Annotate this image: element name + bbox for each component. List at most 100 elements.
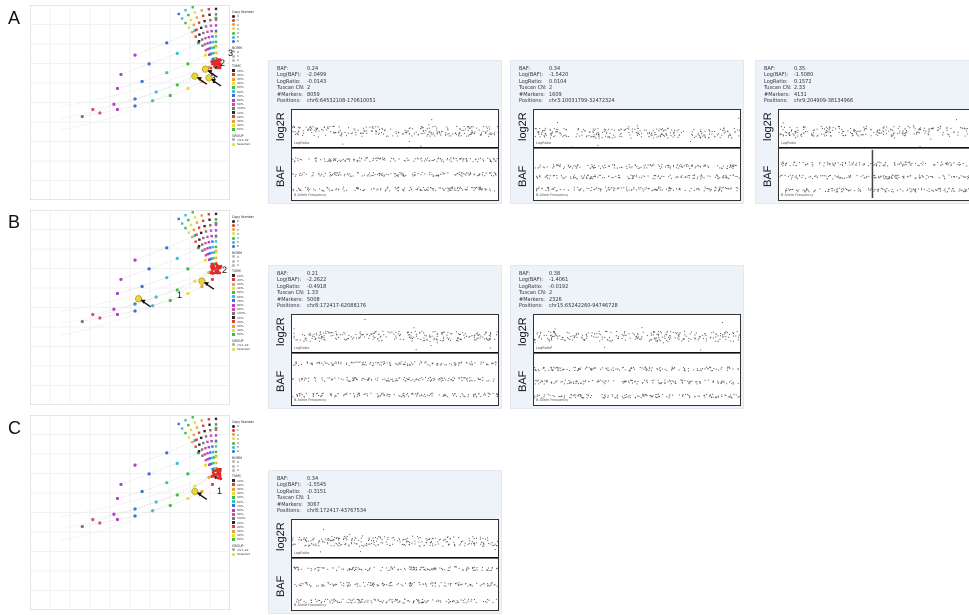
legend-item[interactable]: 2	[232, 263, 267, 267]
legend-item[interactable]: Selected	[232, 142, 267, 146]
baf-point	[340, 174, 341, 175]
baf-point	[951, 176, 952, 177]
log2r-point	[480, 537, 481, 538]
baf-point	[841, 191, 842, 192]
baf-point	[662, 164, 663, 165]
baf-point	[412, 174, 413, 175]
cn-info-key: Positions:	[519, 303, 549, 309]
baf-point	[427, 364, 428, 365]
fan-point	[208, 464, 210, 466]
log2r-point	[366, 543, 367, 544]
cn-point	[176, 52, 179, 55]
legend-item[interactable]: 6	[232, 39, 267, 43]
legend-item[interactable]: 6	[232, 449, 267, 453]
baf-point	[624, 382, 625, 383]
baf-point	[324, 567, 325, 568]
legend-item[interactable]: 50%	[232, 332, 267, 336]
baf-point	[796, 175, 797, 176]
log2r-point	[559, 335, 560, 336]
log2r-point	[440, 340, 441, 341]
log2r-point	[405, 539, 406, 540]
legend-item[interactable]: 50%	[232, 127, 267, 131]
baf-point	[965, 189, 966, 190]
log2r-point	[326, 129, 327, 130]
fan-point	[201, 38, 203, 40]
baf-point	[404, 364, 405, 365]
baf-point	[959, 178, 960, 179]
baf-point	[615, 176, 616, 177]
baf-point	[440, 379, 441, 380]
baf-point	[712, 381, 713, 382]
legend-swatch	[232, 86, 235, 89]
log2r-point	[839, 126, 840, 127]
log2r-point	[715, 341, 716, 342]
fan-point	[184, 214, 186, 216]
baf-point	[858, 188, 859, 189]
baf-point	[426, 160, 427, 161]
baf-point	[877, 189, 878, 190]
fan-point	[210, 229, 212, 231]
log2r-point	[733, 333, 734, 334]
log2r-point	[817, 135, 818, 136]
log2r-point	[663, 135, 664, 136]
log2r-point	[436, 130, 437, 131]
log2r-point	[654, 332, 655, 333]
baf-point	[396, 380, 397, 381]
log2r-point	[646, 130, 647, 131]
log2r-point	[464, 133, 465, 134]
log2r-point	[814, 129, 815, 130]
fan-point	[191, 236, 193, 238]
fan-point	[203, 225, 205, 227]
log2r-point	[866, 128, 867, 129]
baf-point	[296, 361, 297, 362]
baf-point	[321, 377, 322, 378]
baf-point	[474, 380, 475, 381]
log2r-point	[578, 334, 579, 335]
baf-point	[388, 394, 389, 395]
log2r-point	[699, 336, 700, 337]
cn-point	[204, 259, 207, 262]
baf-point	[471, 361, 472, 362]
baf-point	[441, 174, 442, 175]
baf-point	[390, 161, 391, 162]
baf-point	[697, 383, 698, 384]
baf-point	[318, 395, 319, 396]
baf-point	[825, 191, 826, 192]
fan-point	[205, 459, 207, 461]
legend-item[interactable]: 6	[232, 244, 267, 248]
baf-point	[635, 165, 636, 166]
baf-point	[621, 188, 622, 189]
cn-point	[186, 497, 189, 500]
baf-point	[409, 566, 410, 567]
baf-point	[591, 190, 592, 191]
log2r-point	[547, 338, 548, 339]
baf-point	[604, 395, 605, 396]
baf-point	[358, 362, 359, 363]
baf-point	[459, 362, 460, 363]
baf-point	[432, 363, 433, 364]
fan-point	[178, 423, 180, 425]
legend-item[interactable]: 50%	[232, 537, 267, 541]
baf-point	[356, 583, 357, 584]
log2r-point	[386, 542, 387, 543]
log2r-point	[550, 138, 551, 139]
legend-item[interactable]: Selected	[232, 347, 267, 351]
log2r-point	[484, 334, 485, 335]
cn-point	[148, 472, 151, 475]
legend-item[interactable]: 2	[232, 58, 267, 62]
baf-point	[307, 189, 308, 190]
log2r-point	[420, 537, 421, 538]
legend-item[interactable]: Selected	[232, 552, 267, 556]
log2r-point	[688, 341, 689, 342]
baf-point	[932, 190, 933, 191]
log2r-point	[459, 334, 460, 335]
legend-item[interactable]: 2	[232, 468, 267, 472]
legend-swatch	[232, 530, 235, 533]
baf-point	[689, 381, 690, 382]
baf-point	[599, 381, 600, 382]
log2r-point	[576, 333, 577, 334]
log2r-point	[346, 538, 347, 539]
log2r-point	[374, 332, 375, 333]
fan-point	[208, 259, 210, 261]
